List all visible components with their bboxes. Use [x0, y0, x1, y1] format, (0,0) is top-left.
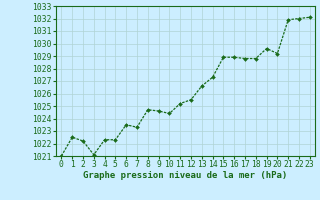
X-axis label: Graphe pression niveau de la mer (hPa): Graphe pression niveau de la mer (hPa): [84, 171, 288, 180]
